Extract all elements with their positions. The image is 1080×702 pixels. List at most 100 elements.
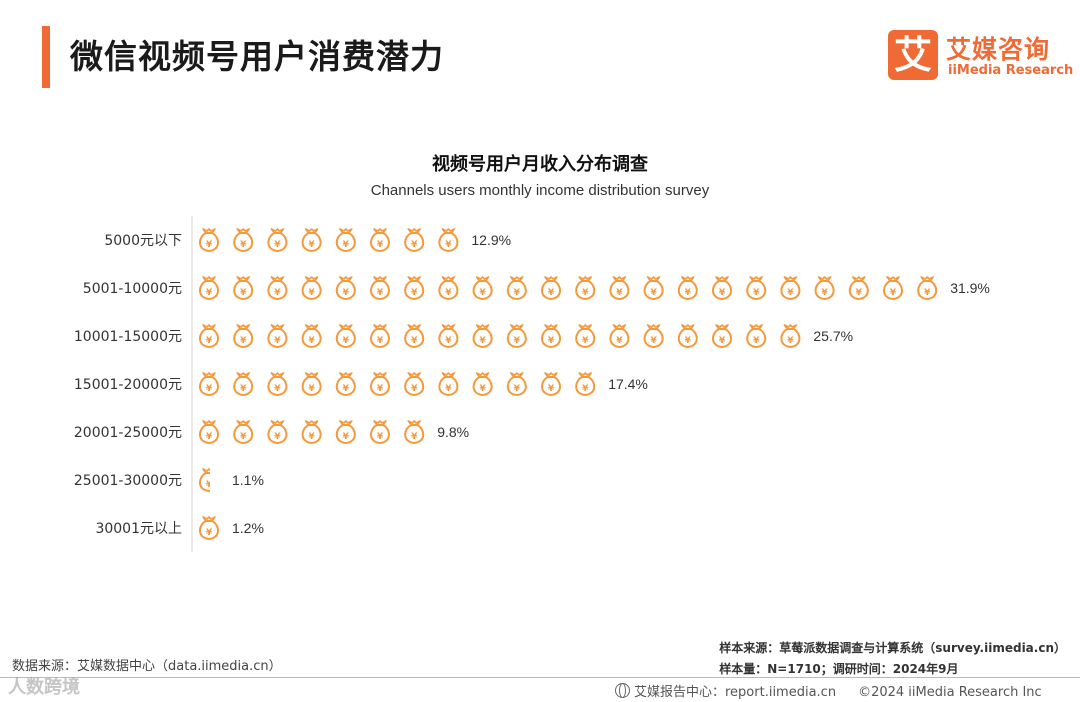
- category-label: 5001-10000元: [83, 281, 182, 297]
- money-bag-icon: [233, 276, 254, 300]
- money-bag-icon: [198, 468, 210, 492]
- data-source: 数据来源：艾媒数据中心（data.iimedia.cn）: [12, 659, 282, 674]
- money-bag-icon: [746, 276, 767, 300]
- logo-en-text: iiMedia Research: [948, 63, 1074, 78]
- category-label: 5000元以下: [104, 233, 182, 249]
- money-bag-icon: [233, 228, 254, 252]
- money-bag-icon: [575, 276, 596, 300]
- money-bag-icon: [677, 324, 698, 348]
- money-bag-icon: [746, 324, 767, 348]
- money-bag-icon: [369, 324, 391, 348]
- money-bag-icon: [301, 372, 322, 396]
- money-bag-icon: [267, 228, 288, 252]
- money-bag-icon: [609, 276, 630, 300]
- money-bag-icon: [575, 324, 596, 348]
- money-bag-icon: [404, 324, 425, 348]
- money-bag-icon: [301, 276, 322, 300]
- footer-divider: [0, 677, 1080, 678]
- value-label: 12.9%: [471, 232, 511, 248]
- chart-row: 5001-10000元 31.9%: [83, 276, 990, 300]
- money-bag-icon: [711, 276, 733, 300]
- money-bag-icon: [882, 276, 904, 300]
- money-bag-icon: [369, 228, 391, 252]
- money-bag-icon: [540, 276, 562, 300]
- chart-row: 25001-30000元 1.1%: [74, 468, 264, 492]
- value-label: 17.4%: [608, 376, 648, 392]
- money-bag-icon: [301, 228, 322, 252]
- sample-info-block: 样本来源：草莓派数据调查与计算系统（survey.iimedia.cn） 样本量…: [719, 638, 1066, 680]
- chart-row: 15001-20000元 17.4%: [74, 372, 648, 396]
- money-bag-icon: [711, 324, 733, 348]
- iimedia-logo[interactable]: 艾 艾媒咨询 iiMedia Research: [888, 30, 1073, 82]
- money-bag-icon: [267, 276, 288, 300]
- money-bag-icon: [814, 276, 835, 300]
- money-bag-icon: [369, 372, 391, 396]
- money-bag-icon: [780, 276, 801, 300]
- money-bag-icon: [438, 372, 459, 396]
- report-center-link[interactable]: 艾媒报告中心：report.iimedia.cn: [634, 685, 837, 700]
- money-bag-icon: [404, 228, 425, 252]
- category-label: 30001元以上: [95, 521, 182, 537]
- value-label: 1.2%: [232, 520, 264, 536]
- money-bag-icon: [438, 228, 459, 252]
- money-bag-icon: [643, 276, 664, 300]
- money-bag-icon: [233, 420, 254, 444]
- money-bag-icon: [369, 276, 391, 300]
- money-bag-icon: [301, 420, 322, 444]
- money-bag-icon: [540, 324, 562, 348]
- money-bag-icon: [404, 420, 425, 444]
- money-bag-icon: [335, 276, 356, 300]
- money-bag-icon: [438, 324, 459, 348]
- watermark: 人数跨境: [8, 677, 80, 698]
- money-bag-icon: [438, 276, 459, 300]
- money-bag-icon: [506, 324, 527, 348]
- money-bag-icon: [540, 372, 562, 396]
- chart-row: 30001元以上 1.2%: [95, 516, 264, 540]
- value-label: 9.8%: [437, 424, 469, 440]
- page-title: 微信视频号用户消费潜力: [70, 37, 444, 76]
- money-bag-icon: [472, 276, 493, 300]
- money-bag-icon: [233, 372, 254, 396]
- sample-size: 样本量：N=1710；调研时间：2024年9月: [719, 662, 959, 676]
- money-bag-icon: [335, 324, 356, 348]
- money-bag-icon: [267, 420, 288, 444]
- chart-title: 视频号用户月收入分布调查: [432, 154, 648, 175]
- money-bag-icon: [198, 516, 220, 540]
- copyright: ©2024 iiMedia Research Inc: [858, 685, 1042, 700]
- money-bag-icon: [609, 324, 630, 348]
- globe-icon: [615, 683, 630, 698]
- money-bag-icon: [198, 276, 220, 300]
- money-bag-icon: [335, 420, 356, 444]
- chart-row: 5000元以下 12.9%: [104, 228, 511, 252]
- money-bag-icon: [233, 324, 254, 348]
- value-label: 1.1%: [232, 472, 264, 488]
- money-bag-icon: [506, 372, 527, 396]
- chart-row: 10001-15000元 25.7%: [74, 324, 853, 348]
- money-bag-icon: [643, 324, 664, 348]
- money-bag-icon: [198, 372, 220, 396]
- money-bag-icon: [267, 372, 288, 396]
- money-bag-icon: [917, 276, 938, 300]
- money-bag-icon: [848, 276, 869, 300]
- money-bag-icon: [301, 324, 322, 348]
- money-bag-icon: [506, 276, 527, 300]
- category-label: 15001-20000元: [74, 377, 182, 393]
- logo-mark-icon: 艾: [888, 30, 938, 80]
- chart-subtitle: Channels users monthly income distributi…: [370, 182, 710, 199]
- value-label: 31.9%: [950, 280, 990, 296]
- chart-row: 20001-25000元 9.8%: [74, 420, 469, 444]
- money-bag-icon: [335, 372, 356, 396]
- money-bag-icon: [198, 420, 220, 444]
- money-bag-icon: [575, 372, 596, 396]
- category-label: 10001-15000元: [74, 329, 182, 345]
- category-label: 20001-25000元: [74, 425, 182, 441]
- money-bag-icon: [472, 372, 493, 396]
- value-label: 25.7%: [813, 328, 853, 344]
- money-bag-icon: [404, 276, 425, 300]
- money-bag-icon: [472, 324, 493, 348]
- category-label: 25001-30000元: [74, 473, 182, 489]
- money-bag-icon: [267, 324, 288, 348]
- money-bag-icon: [677, 276, 698, 300]
- money-bag-icon: [369, 420, 391, 444]
